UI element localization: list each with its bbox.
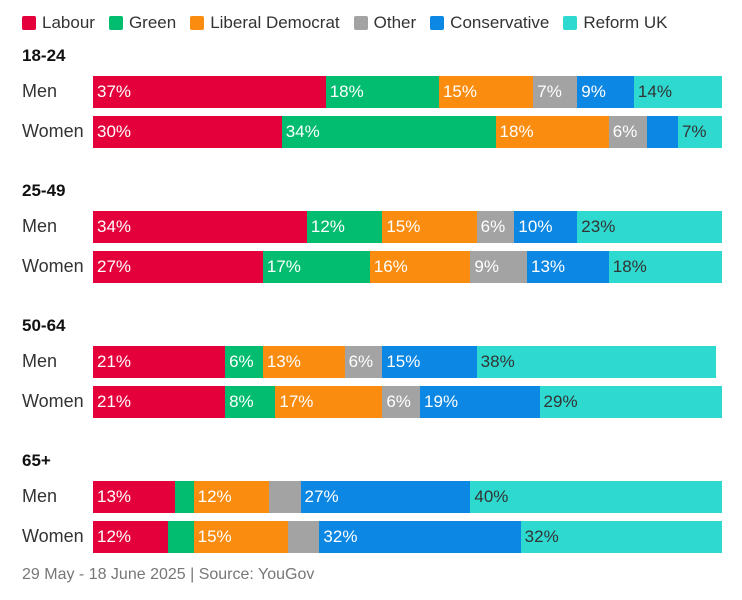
bar-segment: 15%: [193, 521, 288, 553]
row-label: Men: [22, 486, 58, 506]
bar-segment: 15%: [382, 346, 477, 378]
row-label: Women: [22, 256, 84, 276]
bar-segment: 14%: [633, 76, 722, 108]
bar-segment: 40%: [470, 481, 722, 513]
bar-segment: 17%: [262, 251, 370, 283]
row-label: Women: [22, 526, 84, 546]
bar-segment: 7%: [677, 116, 722, 148]
bar-row: 21% 8% 17% 6% 19% 29%: [93, 386, 722, 418]
bar-segment: 27%: [300, 481, 471, 513]
row-label: Women: [22, 391, 84, 411]
bar-segment: 12%: [193, 481, 270, 513]
bar-segment: 34%: [281, 116, 496, 148]
legend-swatch: [108, 16, 123, 30]
legend-swatch: [353, 16, 368, 30]
legend-item: Conservative: [430, 13, 549, 33]
bar-segment: 23%: [577, 211, 722, 243]
bar-segment: 34%: [93, 211, 307, 243]
bar-segment: 15%: [382, 211, 477, 243]
bar-segment: [287, 521, 320, 553]
bar-segment: 6%: [225, 346, 263, 378]
legend-swatch: [22, 16, 36, 30]
bar-segment: 30%: [93, 116, 282, 148]
bar-row: 12% 15% 32% 32%: [93, 521, 722, 553]
bar-row: 13% 12% 27% 40%: [93, 481, 722, 513]
bar-segment: [168, 521, 194, 553]
legend-label: Conservative: [450, 13, 550, 32]
bar-segment: [646, 116, 678, 148]
source-footer: 29 May - 18 June 2025 | Source: YouGov: [22, 566, 315, 583]
bar-segment: 13%: [93, 481, 175, 513]
legend-swatch: [563, 16, 578, 30]
bar-segment: 9%: [470, 251, 527, 283]
bar-segment: 21%: [93, 386, 226, 418]
legend-label: Green: [128, 13, 177, 32]
bar-row: 21% 6% 13% 6% 15% 38%: [93, 346, 722, 378]
group-title: 65+: [22, 451, 51, 470]
legend-item: Liberal Democrat: [190, 13, 340, 33]
bar-segment: 16%: [369, 251, 471, 283]
legend: Labour Green Liberal Democrat Other Conserva…: [22, 13, 667, 33]
bar-row: 34% 12% 15% 6% 10% 23%: [93, 211, 722, 243]
bar-segment: 9%: [577, 76, 634, 108]
bar-segment: [269, 481, 301, 513]
bar-segment: 6%: [608, 116, 647, 148]
legend-item: Other: [353, 13, 417, 33]
group-title: 50-64: [22, 316, 66, 335]
legend-swatch: [430, 16, 445, 30]
bar-segment: 7%: [533, 76, 578, 108]
bar-segment: 12%: [306, 211, 383, 243]
bar-segment: 19%: [420, 386, 540, 418]
bar-segment: 17%: [275, 386, 383, 418]
row-label: Men: [22, 81, 58, 101]
bar-segment: 37%: [93, 76, 326, 108]
legend-label: Labour: [42, 13, 95, 32]
group-title: 25-49: [22, 181, 66, 200]
bar-segment: 8%: [225, 386, 276, 418]
bar-segment: 13%: [526, 251, 609, 283]
bar-segment: 6%: [476, 211, 515, 243]
bar-segment: 18%: [608, 251, 722, 283]
bar-segment: 12%: [93, 521, 169, 553]
bar-segment: 29%: [539, 386, 722, 418]
bar-segment: 13%: [262, 346, 345, 378]
bar-segment: 38%: [476, 346, 716, 378]
bar-segment: 21%: [93, 346, 226, 378]
bar-segment: 6%: [344, 346, 383, 378]
legend-label: Liberal Democrat: [210, 13, 340, 32]
bar-row: 30% 34% 18% 6% 7%: [93, 116, 722, 148]
bar-segment: 10%: [514, 211, 578, 243]
legend-swatch: [190, 16, 205, 30]
bar-row: 37% 18% 15% 7% 9% 14%: [93, 76, 722, 108]
legend-label: Other: [373, 13, 417, 32]
bar-segment: [174, 481, 194, 513]
bar-row: 27% 17% 16% 9% 13% 18%: [93, 251, 722, 283]
row-label: Men: [22, 351, 58, 371]
legend-item: Green: [108, 13, 177, 33]
row-label: Men: [22, 216, 58, 236]
row-label: Women: [22, 121, 84, 141]
bar-segment: 32%: [319, 521, 521, 553]
legend-item: Reform UK: [563, 13, 667, 33]
legend-label: Reform UK: [583, 13, 668, 32]
bar-segment: 18%: [325, 76, 439, 108]
bar-segment: 15%: [438, 76, 534, 108]
bar-segment: 18%: [495, 116, 609, 148]
bar-segment: 27%: [93, 251, 263, 283]
legend-item: Labour: [22, 13, 95, 33]
group-title: 18-24: [22, 46, 66, 65]
bar-segment: 32%: [520, 521, 722, 553]
bar-segment: 6%: [382, 386, 421, 418]
